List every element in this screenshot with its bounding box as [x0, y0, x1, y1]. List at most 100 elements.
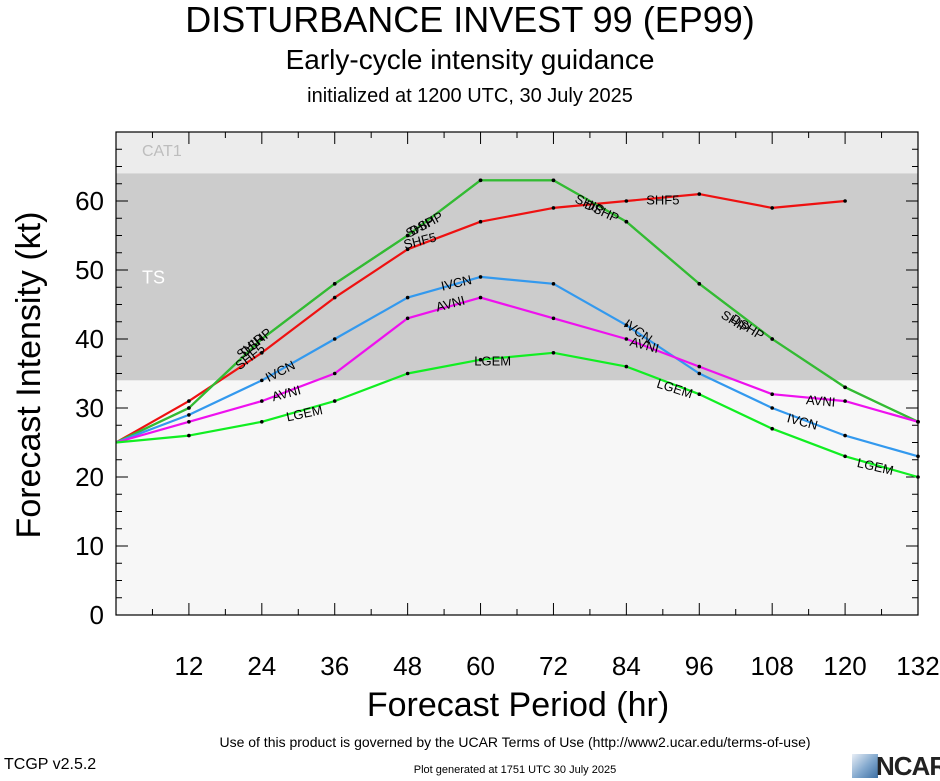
- x-axis-ticks: 12 24 36 48 60 72 84 96 108 120 132: [174, 651, 939, 681]
- ncar-logo-icon: [852, 754, 878, 778]
- point-ivcn-60: [478, 275, 483, 279]
- x-tick-label-120: 120: [823, 651, 866, 681]
- point-avni-96: [697, 364, 702, 369]
- y-tick-label-40: 40: [75, 324, 104, 354]
- intensity-bands: CAT1 TS: [116, 132, 918, 615]
- point-avni-24: [260, 399, 264, 403]
- point-ivcn-12: [187, 413, 191, 417]
- software-version: TCGP v2.5.2: [4, 756, 97, 773]
- point-ship-60: [478, 178, 483, 183]
- point-ivcn-72: [551, 282, 556, 286]
- series-label-text: SHF5: [646, 193, 679, 208]
- y-axis-label: Forecast Intensity (kt): [10, 212, 48, 539]
- series-label-text: LGEM: [285, 402, 324, 424]
- series-line-ivcn: [115, 275, 919, 458]
- y-axis-ticks: 0 10 20 30 40 50 60: [75, 186, 104, 630]
- series-label-text: AVNI: [270, 382, 302, 404]
- x-tick-label-84: 84: [612, 651, 641, 681]
- point-lgem-108: [770, 426, 774, 431]
- series-label-text: LGEM: [474, 353, 511, 368]
- point-ship-96: [697, 282, 702, 286]
- point-lgem-72: [551, 351, 556, 355]
- point-avni-36: [332, 371, 337, 376]
- chart-subtitle: Early-cycle intensity guidance: [285, 44, 655, 75]
- x-tick-label-108: 108: [750, 651, 793, 681]
- series-points: [187, 178, 920, 479]
- y-tick-label-30: 30: [75, 393, 104, 423]
- point-ship-36: [332, 282, 337, 286]
- plot-frame: [115, 131, 919, 616]
- point-shf5-60: [478, 219, 483, 224]
- series-label-avni: AVNI: [270, 382, 302, 404]
- x-tick-label-48: 48: [393, 651, 422, 681]
- y-tick-label-10: 10: [75, 531, 104, 561]
- x-tick-label-12: 12: [174, 651, 203, 681]
- series-label-text: AVNI: [628, 334, 660, 356]
- series-line-lgem: [115, 351, 919, 479]
- point-ivcn-36: [332, 337, 337, 341]
- point-shf5-24: [260, 351, 264, 355]
- series-label-text: AVNI: [434, 293, 466, 315]
- x-tick-label-36: 36: [320, 651, 349, 681]
- y-tick-label-50: 50: [75, 255, 104, 285]
- x-tick-label-60: 60: [466, 651, 495, 681]
- band-label-cat1: CAT1: [142, 143, 182, 160]
- series-lines: [115, 179, 919, 479]
- series-label-avni: AVNI: [628, 334, 660, 356]
- x-tick-label-24: 24: [247, 651, 276, 681]
- point-ship-24: [260, 337, 264, 341]
- point-avni-60: [478, 295, 483, 300]
- point-lgem-96: [697, 392, 702, 397]
- point-ivcn-24: [260, 378, 264, 383]
- y-tick-label-0: 0: [90, 600, 104, 630]
- terms-of-use: Use of this product is governed by the U…: [219, 734, 811, 750]
- series-label-avni: AVNI: [434, 293, 466, 315]
- ncar-logo-text: NCAR: [876, 751, 940, 781]
- point-ivcn-84: [624, 323, 629, 328]
- x-tick-label-96: 96: [685, 651, 714, 681]
- chart-title: DISTURBANCE INVEST 99 (EP99): [185, 0, 755, 40]
- point-shf5-120: [843, 199, 847, 203]
- x-axis-label: Forecast Period (hr): [367, 686, 669, 724]
- ncar-logo: NCAR: [852, 752, 940, 780]
- point-ship-72: [551, 178, 556, 183]
- series-label-text: IVCN: [439, 272, 473, 294]
- point-lgem-84: [624, 364, 629, 369]
- point-avni-108: [770, 392, 774, 397]
- plot-generated: Plot generated at 1751 UTC 30 July 2025: [413, 764, 617, 776]
- point-lgem-12: [187, 433, 191, 438]
- series-line-ship: [115, 179, 919, 444]
- point-lgem-48: [405, 371, 410, 376]
- series-label-ivcn: IVCN: [439, 272, 473, 294]
- point-shf5-96: [697, 192, 702, 196]
- point-avni-84: [624, 337, 629, 341]
- point-ivcn-120: [843, 433, 847, 438]
- point-shf5-48: [405, 247, 410, 252]
- series-label-text: AVNI: [805, 392, 836, 410]
- series-label-lgem: LGEM: [285, 402, 324, 424]
- point-avni-48: [405, 316, 410, 321]
- band-label-ts: TS: [142, 267, 165, 287]
- band-2: [116, 380, 918, 615]
- point-shf5-84: [624, 199, 629, 203]
- band-0: [116, 132, 918, 174]
- point-lgem-60: [478, 357, 483, 362]
- series-label-lgem: LGEM: [474, 353, 511, 368]
- point-shf5-12: [187, 399, 191, 403]
- point-shf5-108: [770, 206, 774, 210]
- series-label-avni: AVNI: [805, 392, 836, 410]
- chart-init-time: initialized at 1200 UTC, 30 July 2025: [307, 85, 633, 107]
- y-tick-label-20: 20: [75, 462, 104, 492]
- point-ship-108: [770, 337, 774, 341]
- point-avni-72: [551, 316, 556, 321]
- point-ship-84: [624, 219, 629, 224]
- y-tick-label-60: 60: [75, 186, 104, 216]
- x-tick-label-72: 72: [539, 651, 568, 681]
- point-ship-48: [405, 233, 410, 238]
- point-ivcn-48: [405, 295, 410, 300]
- point-lgem-36: [332, 399, 337, 403]
- point-shf5-36: [332, 295, 337, 300]
- point-ivcn-96: [697, 371, 702, 376]
- series-line-avni: [115, 296, 919, 444]
- point-avni-120: [843, 399, 847, 403]
